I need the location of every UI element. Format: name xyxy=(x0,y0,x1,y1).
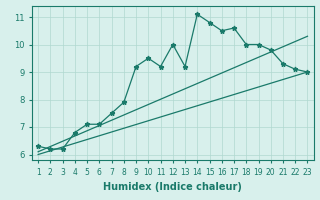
X-axis label: Humidex (Indice chaleur): Humidex (Indice chaleur) xyxy=(103,182,242,192)
